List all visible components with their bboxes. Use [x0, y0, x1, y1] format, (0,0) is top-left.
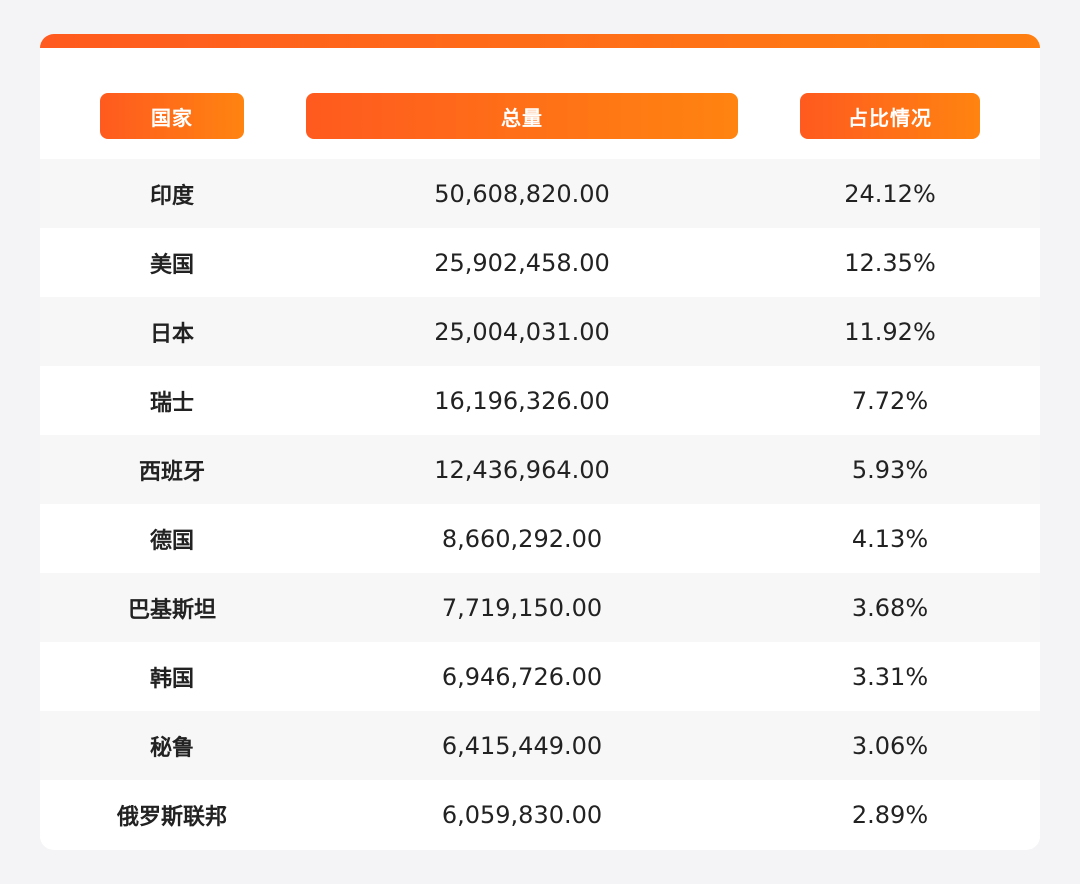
cell-total: 7,719,150.00: [441, 593, 603, 622]
cell-country: 瑞士: [149, 390, 194, 416]
cell-total: 6,059,830.00: [441, 800, 603, 829]
table-row: 德国 8,660,292.00 4.13%: [40, 504, 1040, 573]
cell-total: 25,004,031.00: [434, 317, 610, 346]
cell-share: 7.72%: [851, 386, 929, 415]
cell-country: 日本: [149, 321, 194, 347]
cell-country: 巴基斯坦: [127, 597, 216, 623]
header-share: 占比情况: [800, 93, 980, 139]
cell-share: 3.31%: [851, 662, 929, 691]
cell-share: 11.92%: [844, 317, 936, 346]
table-row: 巴基斯坦 7,719,150.00 3.68%: [40, 573, 1040, 642]
header-country: 国家: [100, 93, 244, 139]
cell-country: 美国: [149, 252, 194, 278]
table-row: 俄罗斯联邦 6,059,830.00 2.89%: [40, 780, 1040, 849]
cell-total: 12,436,964.00: [434, 455, 610, 484]
cell-country: 韩国: [149, 666, 194, 692]
cell-country: 秘鲁: [149, 735, 194, 761]
cell-share: 3.06%: [851, 731, 929, 760]
cell-share: 2.89%: [851, 800, 929, 829]
table-header: 国家 总量 占比情况: [40, 93, 1040, 139]
cell-total: 50,608,820.00: [434, 179, 610, 208]
cell-country: 德国: [149, 528, 194, 554]
cell-total: 25,902,458.00: [434, 248, 610, 277]
table-row: 西班牙 12,436,964.00 5.93%: [40, 435, 1040, 504]
cell-total: 6,415,449.00: [441, 731, 603, 760]
cell-total: 8,660,292.00: [441, 524, 603, 553]
cell-country: 印度: [149, 183, 194, 209]
table-body: 印度 50,608,820.00 24.12% 美国 25,902,458.00…: [40, 159, 1040, 849]
table-row: 韩国 6,946,726.00 3.31%: [40, 642, 1040, 711]
cell-total: 6,946,726.00: [441, 662, 603, 691]
table-card: 国家 总量 占比情况 印度 50,608,820.00 24.12% 美国 25…: [40, 34, 1040, 850]
cell-share: 3.68%: [851, 593, 929, 622]
table-row: 印度 50,608,820.00 24.12%: [40, 159, 1040, 228]
cell-country: 西班牙: [138, 459, 205, 485]
cell-share: 5.93%: [851, 455, 929, 484]
cell-share: 24.12%: [844, 179, 936, 208]
table-row: 日本 25,004,031.00 11.92%: [40, 297, 1040, 366]
accent-bar: [40, 34, 1040, 48]
table-row: 瑞士 16,196,326.00 7.72%: [40, 366, 1040, 435]
header-total: 总量: [306, 93, 738, 139]
cell-share: 12.35%: [844, 248, 936, 277]
cell-total: 16,196,326.00: [434, 386, 610, 415]
table-row: 秘鲁 6,415,449.00 3.06%: [40, 711, 1040, 780]
cell-country: 俄罗斯联邦: [116, 804, 227, 830]
cell-share: 4.13%: [851, 524, 929, 553]
table-row: 美国 25,902,458.00 12.35%: [40, 228, 1040, 297]
